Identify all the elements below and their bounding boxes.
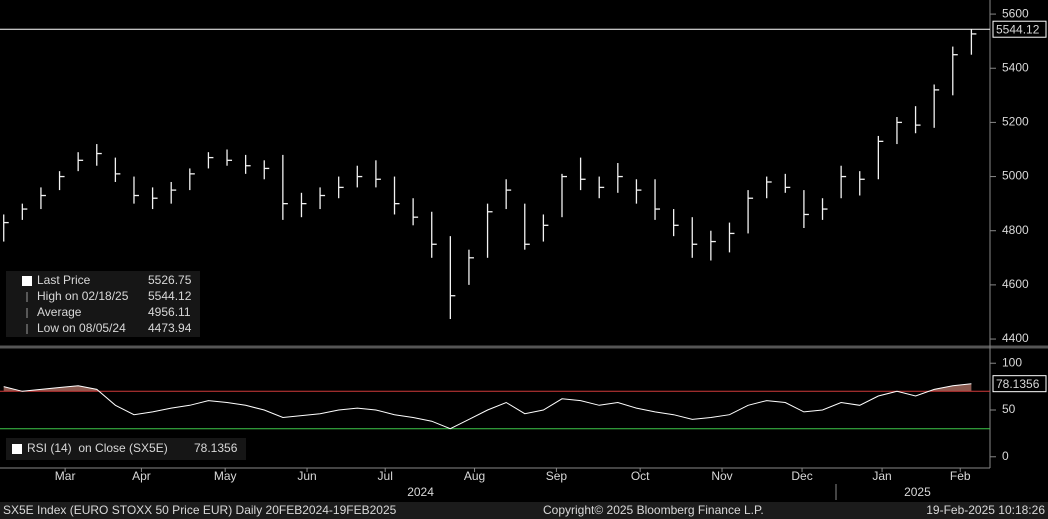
rsi-y-tick-label: 0 <box>1002 449 1009 463</box>
legend-name: Low on 08/05/24 <box>37 321 126 335</box>
price-y-tick-label: 5000 <box>1002 169 1029 183</box>
x-tick-label: Mar <box>55 469 76 483</box>
footer-left: SX5E Index (EURO STOXX 50 Price EUR) Dai… <box>3 503 397 517</box>
x-tick-label: Feb <box>950 469 971 483</box>
x-tick-label: Apr <box>132 469 151 483</box>
x-tick-label: Aug <box>464 469 485 483</box>
high-tag-box <box>992 20 1047 38</box>
legend-box <box>6 271 200 337</box>
rsi-legend-value: 78.1356 <box>194 441 238 455</box>
price-y-tick-label: 5400 <box>1002 60 1029 74</box>
legend-name: High on 02/18/25 <box>37 289 129 303</box>
rsi-legend-swatch <box>12 444 22 454</box>
year-label: 2025 <box>904 485 931 499</box>
legend-name: Last Price <box>37 273 91 287</box>
legend-value: 5526.75 <box>148 273 192 287</box>
year-label: 2024 <box>407 485 434 499</box>
rsi-legend-box <box>6 438 246 460</box>
legend-value: 5544.12 <box>148 289 192 303</box>
rsi-legend-name: RSI (14) on Close (SX5E) <box>27 441 168 455</box>
x-tick-label: Jul <box>378 469 393 483</box>
rsi-y-tick-label: 100 <box>1002 355 1022 369</box>
price-y-tick-label: 5200 <box>1002 115 1029 129</box>
x-tick-label: Jun <box>297 469 316 483</box>
x-tick-label: Jan <box>872 469 891 483</box>
x-tick-label: Oct <box>631 469 650 483</box>
footer-bar <box>0 502 1048 519</box>
footer-right: 19-Feb-2025 10:18:26 <box>926 503 1045 517</box>
x-tick-label: Dec <box>791 469 812 483</box>
high-tag: 5544.12 <box>996 22 1040 36</box>
price-y-tick-label: 4800 <box>1002 223 1029 237</box>
legend-name: Average <box>37 305 82 319</box>
price-y-tick-label: 4400 <box>1002 331 1029 345</box>
x-tick-label: Sep <box>546 469 568 483</box>
price-y-tick-label: 5600 <box>1002 6 1029 20</box>
rsi-tag-box <box>992 375 1047 393</box>
legend-swatch <box>22 276 32 286</box>
rsi-tag: 78.1356 <box>996 377 1040 391</box>
price-y-tick-label: 4600 <box>1002 277 1029 291</box>
rsi-y-tick-label: 50 <box>1002 402 1016 416</box>
footer-center: Copyright© 2025 Bloomberg Finance L.P. <box>543 503 764 517</box>
x-tick-label: Nov <box>711 469 732 483</box>
legend-value: 4956.11 <box>148 305 191 319</box>
x-tick-label: May <box>214 469 237 483</box>
rsi-line <box>3 383 972 430</box>
legend-value: 4473.94 <box>148 321 192 335</box>
